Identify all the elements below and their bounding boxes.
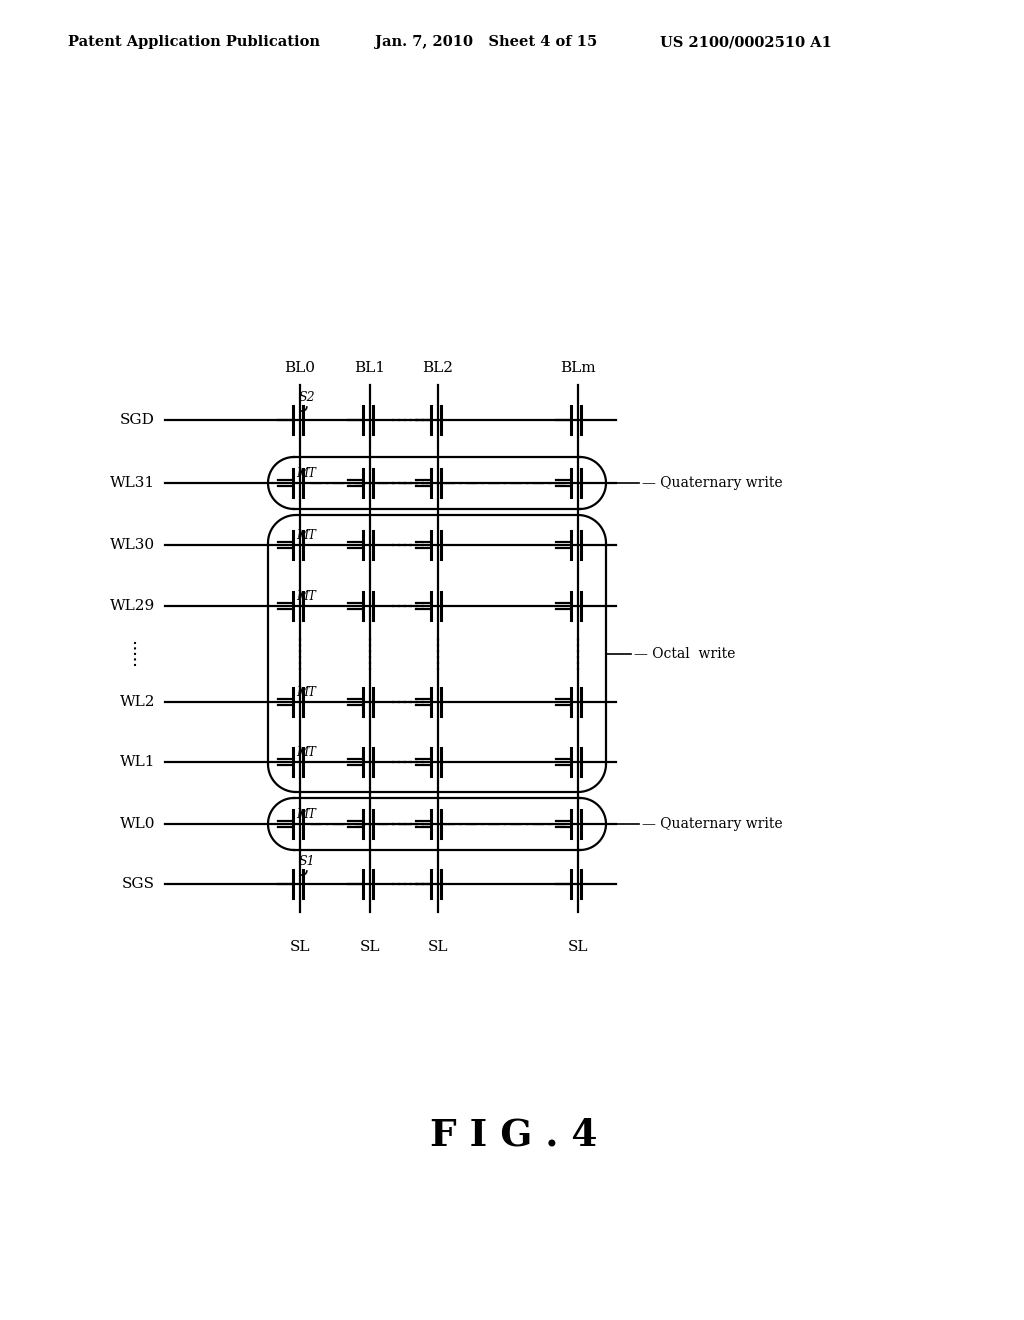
Text: WL29: WL29	[110, 599, 155, 612]
Text: WL1: WL1	[120, 755, 155, 770]
Text: MT: MT	[296, 746, 315, 759]
Text: — Octal  write: — Octal write	[634, 647, 735, 660]
Text: BLm: BLm	[560, 360, 596, 375]
Text: SL: SL	[290, 940, 310, 954]
Text: SL: SL	[567, 940, 588, 954]
Text: — Quaternary write: — Quaternary write	[642, 477, 782, 490]
Text: SGD: SGD	[120, 413, 155, 426]
Text: F I G . 4: F I G . 4	[430, 1117, 597, 1154]
Text: MT: MT	[296, 467, 315, 480]
Text: Jan. 7, 2010   Sheet 4 of 15: Jan. 7, 2010 Sheet 4 of 15	[375, 36, 597, 49]
Text: SL: SL	[359, 940, 380, 954]
Text: BL0: BL0	[285, 360, 315, 375]
Text: MT: MT	[296, 686, 315, 700]
Text: BL1: BL1	[354, 360, 385, 375]
Text: SL: SL	[428, 940, 449, 954]
Text: SGS: SGS	[122, 876, 155, 891]
Text: S2: S2	[299, 391, 315, 404]
Text: Patent Application Publication: Patent Application Publication	[68, 36, 319, 49]
Text: WL2: WL2	[120, 696, 155, 709]
Text: — Quaternary write: — Quaternary write	[642, 817, 782, 832]
Text: US 2100/0002510 A1: US 2100/0002510 A1	[660, 36, 831, 49]
Text: WL31: WL31	[110, 477, 155, 490]
Text: MT: MT	[296, 529, 315, 543]
Text: S1: S1	[299, 855, 315, 869]
Text: MT: MT	[296, 808, 315, 821]
Text: MT: MT	[296, 590, 315, 603]
Text: BL2: BL2	[423, 360, 454, 375]
Text: WL30: WL30	[110, 539, 155, 552]
Text: WL0: WL0	[120, 817, 155, 832]
